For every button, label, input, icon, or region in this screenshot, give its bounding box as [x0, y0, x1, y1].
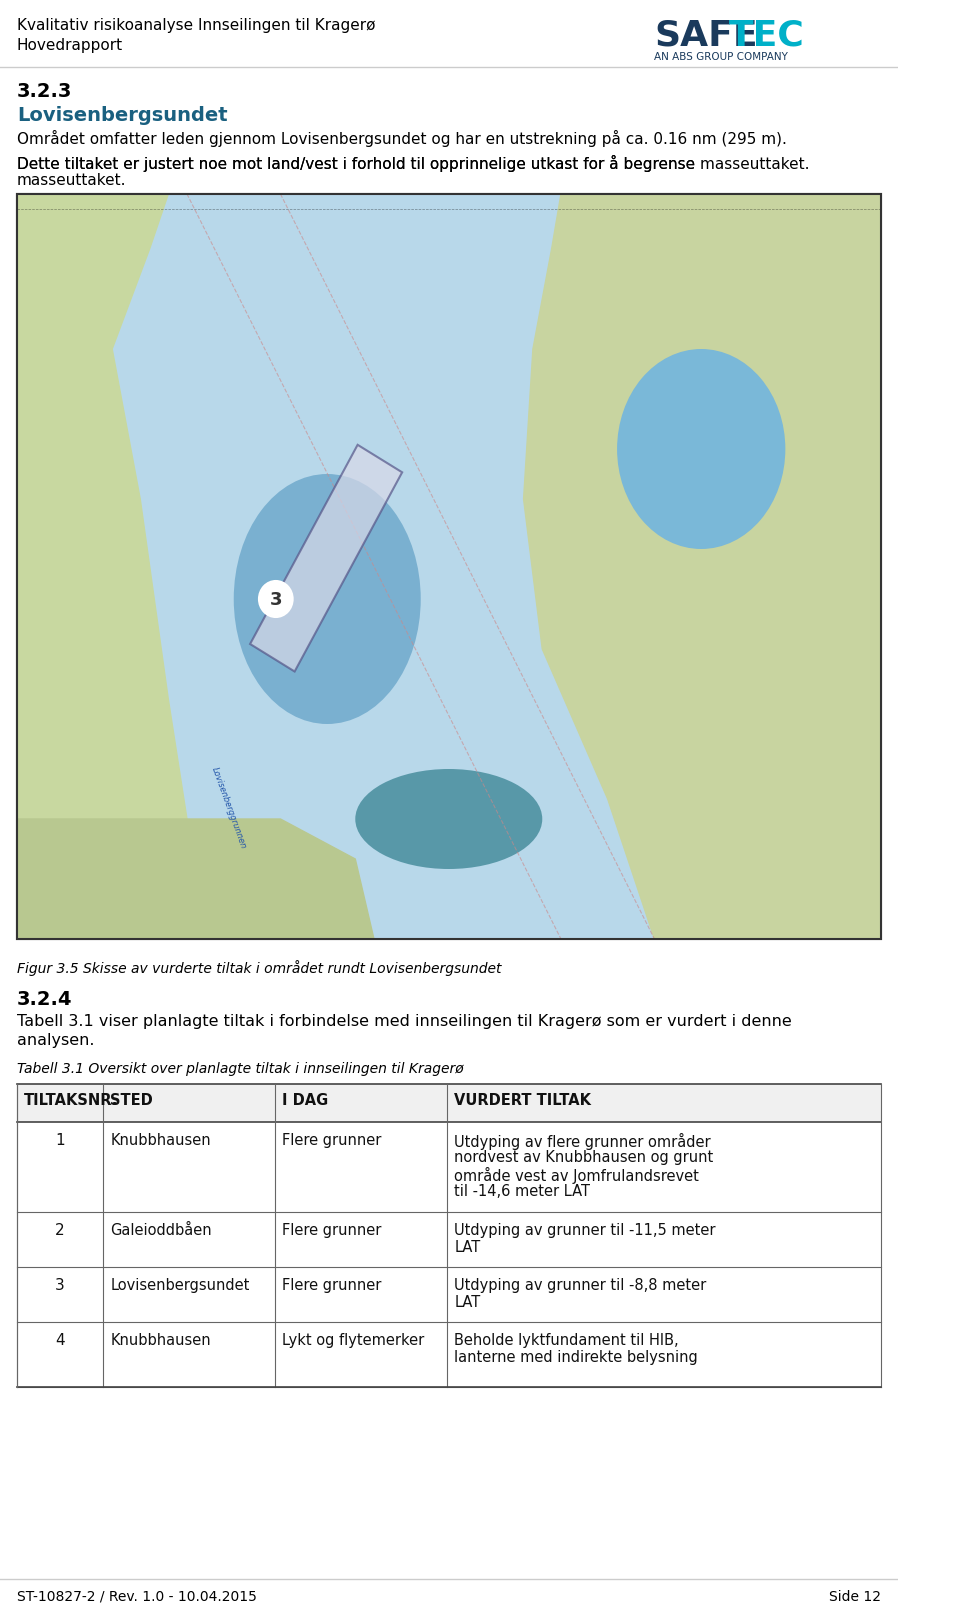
Bar — [17, 195, 880, 939]
Text: Utdyping av grunner til -8,8 meter: Utdyping av grunner til -8,8 meter — [454, 1277, 707, 1293]
Text: 3: 3 — [55, 1277, 64, 1293]
Text: Kvalitativ risikoanalyse Innseilingen til Kragerø: Kvalitativ risikoanalyse Innseilingen ti… — [17, 18, 375, 32]
Text: 1: 1 — [55, 1133, 64, 1148]
Text: Figur 3.5 Skisse av vurderte tiltak i området rundt Lovisenbergsundet: Figur 3.5 Skisse av vurderte tiltak i om… — [17, 959, 501, 975]
Ellipse shape — [233, 475, 420, 725]
Ellipse shape — [355, 770, 542, 870]
Text: Beholde lyktfundament til HIB,: Beholde lyktfundament til HIB, — [454, 1332, 679, 1348]
Text: I DAG: I DAG — [282, 1093, 328, 1107]
Text: til -14,6 meter LAT: til -14,6 meter LAT — [454, 1183, 590, 1198]
Text: LAT: LAT — [454, 1294, 481, 1309]
Bar — [17, 195, 880, 939]
Text: område vest av Jomfrulandsrevet: område vest av Jomfrulandsrevet — [454, 1167, 699, 1183]
Polygon shape — [17, 820, 374, 939]
Text: 2: 2 — [55, 1222, 64, 1238]
Text: TILTAKSNR.: TILTAKSNR. — [24, 1093, 119, 1107]
Text: AN ABS GROUP COMPANY: AN ABS GROUP COMPANY — [655, 52, 788, 61]
Text: Flere grunner: Flere grunner — [282, 1277, 382, 1293]
Bar — [251, 445, 402, 671]
Text: 4: 4 — [55, 1332, 64, 1348]
Text: Lovisenberggrunnen: Lovisenberggrunnen — [210, 765, 248, 849]
Text: Knubbhausen: Knubbhausen — [110, 1332, 211, 1348]
Text: masseuttaket.: masseuttaket. — [17, 173, 127, 187]
Text: Utdyping av flere grunner områder: Utdyping av flere grunner områder — [454, 1133, 711, 1149]
Text: Lovisenbergsundet: Lovisenbergsundet — [110, 1277, 250, 1293]
Text: Knubbhausen: Knubbhausen — [110, 1133, 211, 1148]
Text: Tabell 3.1 Oversikt over planlagte tiltak i innseilingen til Kragerø: Tabell 3.1 Oversikt over planlagte tilta… — [17, 1062, 464, 1075]
Text: 3: 3 — [270, 591, 282, 608]
Bar — [17, 195, 880, 939]
Text: VURDERT TILTAK: VURDERT TILTAK — [454, 1093, 591, 1107]
Text: Utdyping av grunner til -11,5 meter: Utdyping av grunner til -11,5 meter — [454, 1222, 716, 1238]
Text: 3.2.4: 3.2.4 — [17, 989, 72, 1009]
Text: Området omfatter leden gjennom Lovisenbergsundet og har en utstrekning på ca. 0.: Området omfatter leden gjennom Lovisenbe… — [17, 129, 786, 147]
Text: LAT: LAT — [454, 1240, 481, 1254]
Text: Side 12: Side 12 — [828, 1590, 880, 1603]
Text: Flere grunner: Flere grunner — [282, 1133, 382, 1148]
Text: nordvest av Knubbhausen og grunt: nordvest av Knubbhausen og grunt — [454, 1149, 713, 1164]
Text: Galeioddbåen: Galeioddbåen — [110, 1222, 212, 1238]
Text: analysen.: analysen. — [17, 1033, 94, 1047]
Text: lanterne med indirekte belysning: lanterne med indirekte belysning — [454, 1349, 698, 1364]
Text: Lykt og flytemerker: Lykt og flytemerker — [282, 1332, 424, 1348]
Text: TEC: TEC — [730, 18, 805, 52]
Text: Lovisenbergsundet: Lovisenbergsundet — [17, 107, 228, 124]
Circle shape — [259, 581, 293, 618]
Bar — [17, 1085, 880, 1122]
Text: Dette tiltaket er justert noe mot land/vest i forhold til opprinnelige utkast fo: Dette tiltaket er justert noe mot land/v… — [17, 155, 695, 173]
Text: ST-10827-2 / Rev. 1.0 - 10.04.2015: ST-10827-2 / Rev. 1.0 - 10.04.2015 — [17, 1590, 256, 1603]
Text: Hovedrapport: Hovedrapport — [17, 39, 123, 53]
Text: SAFE: SAFE — [655, 18, 758, 52]
Text: 3.2.3: 3.2.3 — [17, 82, 72, 102]
Polygon shape — [17, 195, 205, 939]
Text: Dette tiltaket er justert noe mot land/vest i forhold til opprinnelige utkast fo: Dette tiltaket er justert noe mot land/v… — [17, 155, 809, 173]
Ellipse shape — [617, 350, 785, 550]
Text: Flere grunner: Flere grunner — [282, 1222, 382, 1238]
Text: Tabell 3.1 viser planlagte tiltak i forbindelse med innseilingen til Kragerø som: Tabell 3.1 viser planlagte tiltak i forb… — [17, 1014, 792, 1028]
Polygon shape — [523, 195, 880, 939]
Text: STED: STED — [110, 1093, 153, 1107]
